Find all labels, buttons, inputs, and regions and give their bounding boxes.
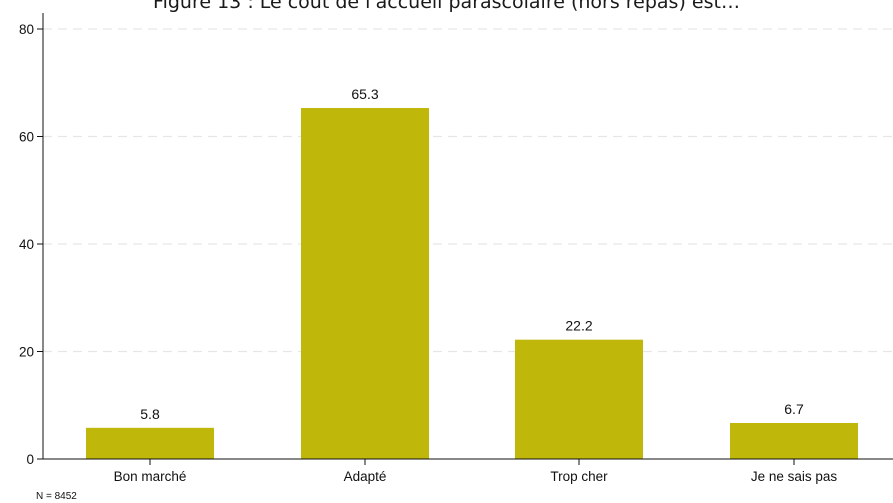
bar-je-ne-sais-pas — [730, 422, 858, 459]
x-tick-label-2: Trop cher — [550, 469, 608, 484]
y-tick-label-20: 20 — [19, 345, 34, 360]
bar-trop-cher — [515, 339, 643, 459]
data-label-3: 6.7 — [784, 401, 804, 417]
chart-title: Figure 13 : Le coût de l'accueil parasco… — [153, 0, 740, 13]
y-tick-label-0: 0 — [26, 452, 34, 467]
y-tick-label-40: 40 — [19, 237, 34, 252]
data-labels: 5.8 65.3 22.2 6.7 — [140, 86, 804, 422]
y-axis-ticks: 0 20 40 60 80 — [19, 22, 43, 467]
x-tick-label-0: Bon marché — [114, 469, 187, 484]
bar-adapt- — [301, 108, 429, 459]
y-tick-label-80: 80 — [19, 22, 34, 37]
sample-size-note: N = 8452 — [36, 491, 77, 502]
x-tick-label-3: Je ne sais pas — [751, 469, 838, 484]
data-label-1: 65.3 — [351, 86, 378, 102]
x-tick-label-1: Adapté — [344, 469, 387, 484]
x-axis-ticks: Bon marché Adapté Trop cher Je ne sais pas — [114, 459, 838, 484]
bar-bon-march- — [86, 427, 214, 459]
gridlines — [43, 28, 893, 353]
data-label-2: 22.2 — [565, 318, 592, 334]
bars — [86, 108, 858, 459]
data-label-0: 5.8 — [140, 406, 160, 422]
y-tick-label-60: 60 — [19, 130, 34, 145]
